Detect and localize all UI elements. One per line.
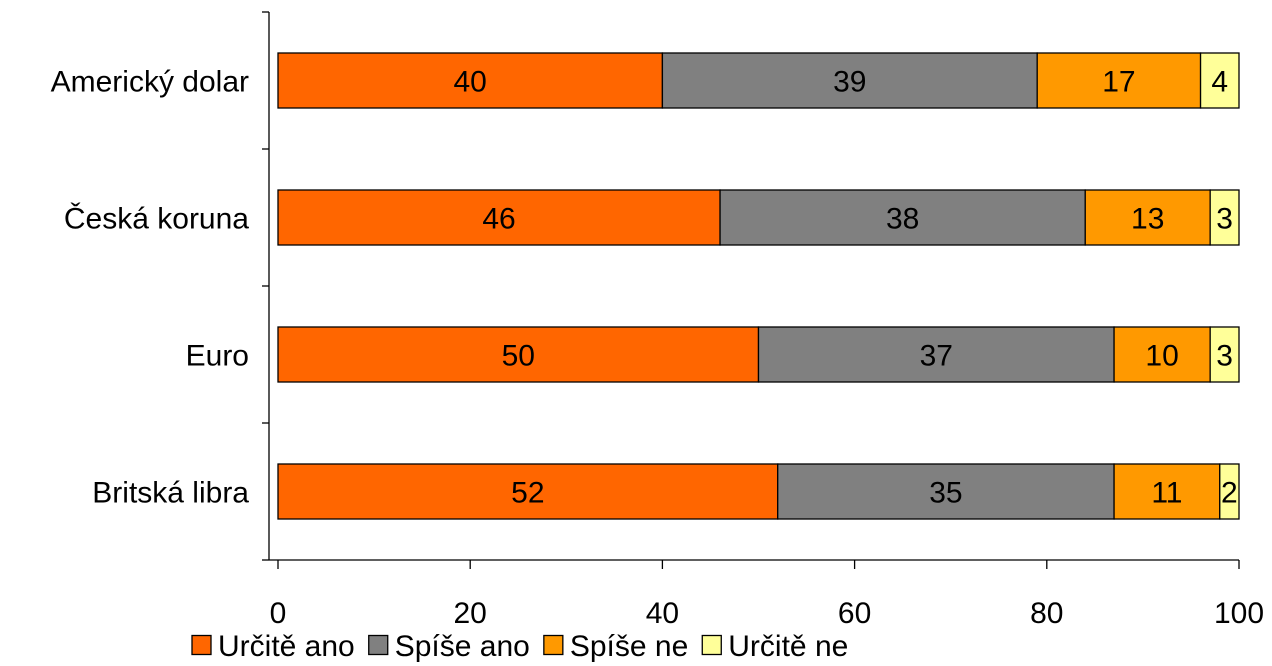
data-label: 13: [1131, 202, 1164, 235]
category-label: Česká koruna: [64, 201, 249, 235]
legend-label: Určitě ne: [728, 630, 848, 663]
category-label: Britská libra: [92, 476, 249, 509]
x-tick-label: 80: [1030, 597, 1063, 630]
legend-swatch-urcite-ne: [701, 634, 722, 656]
legend-swatch-urcite-ano: [191, 634, 212, 656]
data-labels-group: 40 39 17 4 46 38 13 3 50 37 10 3 52 35 11 2: [454, 65, 1238, 509]
legend-swatch-spise-ne: [543, 634, 564, 656]
x-tick-label: 100: [1214, 597, 1264, 630]
data-label: 3: [1216, 202, 1233, 235]
bar-segment-ceska-koruna-spise-ne: [1084, 189, 1211, 246]
bar-segment-britska-libra-spise-ano: [777, 463, 1115, 520]
data-label: 11: [1151, 476, 1182, 509]
x-tick-label: 20: [454, 597, 487, 630]
data-label: 39: [833, 65, 866, 98]
data-label: 35: [929, 476, 962, 509]
x-tick-label: 40: [646, 597, 679, 630]
legend: Určitě ano Spíše ano Spíše ne Určitě ne: [191, 630, 848, 663]
data-label: 46: [482, 202, 515, 235]
legend-swatch-spise-ano: [368, 634, 389, 656]
bar-segment-britska-libra-urcite-ne: [1219, 463, 1240, 520]
bar-segment-americky-dolar-spise-ne: [1036, 52, 1202, 109]
bar-segment-ceska-koruna-spise-ano: [719, 189, 1086, 246]
data-label: 17: [1102, 65, 1135, 98]
bar-segment-euro-spise-ano: [757, 326, 1115, 383]
bar-segment-americky-dolar-urcite-ano: [277, 52, 664, 109]
bar-segment-ceska-koruna-urcite-ano: [277, 189, 721, 246]
x-tick-label: 60: [838, 597, 871, 630]
bar-segment-britska-libra-urcite-ano: [277, 463, 779, 520]
legend-label: Spíše ne: [570, 630, 688, 663]
data-label: 40: [454, 65, 487, 98]
bar-segment-americky-dolar-urcite-ne: [1199, 52, 1240, 109]
data-label: 38: [886, 202, 919, 235]
data-label: 50: [502, 339, 535, 372]
y-axis: Americký dolar Česká koruna Euro Britská li…: [51, 11, 270, 561]
legend-label: Určitě ano: [218, 630, 355, 663]
bars-group: [277, 52, 1240, 520]
bar-segment-ceska-koruna-urcite-ne: [1209, 189, 1240, 246]
category-label: Euro: [186, 339, 249, 372]
data-label: 52: [511, 476, 544, 509]
data-label: 37: [920, 339, 953, 372]
legend-label: Spíše ano: [395, 630, 530, 663]
data-label: 4: [1211, 65, 1228, 98]
bar-segment-euro-urcite-ne: [1209, 326, 1240, 383]
data-label: 3: [1216, 339, 1233, 372]
x-tick-label: 0: [270, 597, 287, 630]
bar-segment-euro-urcite-ano: [277, 326, 760, 383]
data-label: 2: [1221, 476, 1238, 509]
category-label: Americký dolar: [51, 65, 249, 98]
x-axis: 0 20 40 60 80 100: [269, 559, 1264, 630]
bar-segment-americky-dolar-spise-ano: [661, 52, 1038, 109]
data-label: 10: [1145, 339, 1178, 372]
